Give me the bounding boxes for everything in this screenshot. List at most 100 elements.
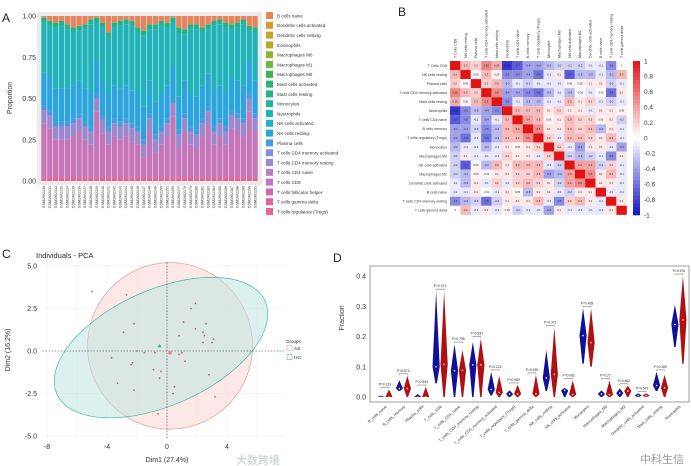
bar-segment xyxy=(58,121,65,127)
heatmap-cell xyxy=(595,106,606,116)
heatmap-cell xyxy=(450,70,461,80)
heatmap-cell xyxy=(470,178,482,188)
bar-segment xyxy=(176,32,182,97)
heatmap-cell xyxy=(460,142,471,152)
x-tick-label: GSM1902185 xyxy=(218,186,222,208)
x-tick-label: GSM1902151 xyxy=(165,186,169,208)
colorbar-step xyxy=(633,180,640,185)
cell-value: -0.1 xyxy=(505,181,510,185)
cell-value: -0.01 xyxy=(598,91,604,95)
bar-segment xyxy=(99,16,106,23)
bar-segment xyxy=(187,126,194,132)
heatmap-cell xyxy=(554,187,565,197)
bar-segment xyxy=(123,118,129,124)
legend-label: Plasma cells xyxy=(277,141,303,146)
heatmap-cell xyxy=(616,133,627,143)
heatmap-cell xyxy=(595,115,606,125)
heatmap-cell xyxy=(554,169,565,179)
bar-segment xyxy=(129,141,135,178)
heatmap-cell xyxy=(491,178,502,188)
heatmap-cell xyxy=(522,142,534,152)
bar-segment xyxy=(82,24,88,30)
heatmap-cell xyxy=(554,133,565,143)
bar-segment xyxy=(211,25,217,94)
cell-value: 0.52 xyxy=(453,91,459,95)
heatmap-cell xyxy=(533,169,544,179)
bar-segment xyxy=(240,123,246,137)
legend-swatch xyxy=(266,188,273,196)
cell-value: 0.1 xyxy=(485,208,489,212)
bar-segment xyxy=(211,126,217,132)
cell-value: -0.5 xyxy=(609,63,614,67)
bar-segment xyxy=(129,90,135,124)
cell-value: 0.1 xyxy=(557,72,561,76)
colorbar-tick-label: 0.4 xyxy=(644,105,653,112)
bar-segment xyxy=(105,177,112,181)
heatmap-cell xyxy=(470,151,482,161)
data-point xyxy=(154,351,156,354)
bar-segment xyxy=(205,124,211,178)
x-tick-label: GSM1902146 xyxy=(136,186,140,208)
bar-segment xyxy=(158,25,164,94)
colorbar-step xyxy=(633,107,640,112)
cell-value: -0.1 xyxy=(474,136,479,140)
violin xyxy=(395,380,403,391)
cell-value: 0.5 xyxy=(578,181,582,185)
bar-segment xyxy=(58,88,65,122)
cell-value: -0.1 xyxy=(588,208,593,212)
heatmap-cell xyxy=(470,88,482,98)
bar-segment xyxy=(135,144,141,178)
legend-key xyxy=(286,345,293,351)
heatmap-cell xyxy=(491,79,502,89)
bar-segment xyxy=(53,16,59,23)
cell-value: 0.1 xyxy=(599,109,603,113)
cell-value: -0.2 xyxy=(578,63,583,67)
bar-segment xyxy=(164,118,170,124)
cell-value: 0.1 xyxy=(609,127,613,131)
cell-value: -0.2 xyxy=(619,118,624,122)
colorbar-step xyxy=(633,84,640,89)
cell-value: 0.3 xyxy=(537,199,541,203)
heatmap-cell xyxy=(554,88,565,98)
x-tick-label: GSM1902182 xyxy=(200,186,204,208)
bar-segment xyxy=(176,177,182,181)
legend-label: NK cells activated xyxy=(277,121,314,126)
heatmap-cell xyxy=(595,151,606,161)
heatmap-cell xyxy=(491,169,502,179)
median-point xyxy=(472,364,474,366)
cell-value: 0.5 xyxy=(485,100,489,104)
bar-segment xyxy=(252,80,258,114)
heatmap-cell xyxy=(554,205,565,215)
bar-segment xyxy=(129,177,135,181)
bar-segment xyxy=(170,16,176,18)
violin xyxy=(532,374,540,397)
heatmap-cell xyxy=(491,115,502,125)
bar-segment xyxy=(88,177,94,181)
violin-plot: Fraction 0.00.10.20.30.4P=0.313B_cells_n… xyxy=(339,265,690,445)
bar-segment xyxy=(94,111,100,178)
cell-value: 0.3 xyxy=(578,136,582,140)
bar-segment xyxy=(64,24,71,30)
cell-value: 0.2 xyxy=(578,118,582,122)
heatmap-cell xyxy=(450,160,461,170)
heatmap-cell xyxy=(470,106,482,116)
violin xyxy=(487,371,495,396)
data-point xyxy=(157,413,159,415)
cell-value: -0.5 xyxy=(495,109,500,113)
bar-segment xyxy=(199,118,205,124)
bar-segment xyxy=(211,16,217,21)
heatmap-cell xyxy=(470,196,482,206)
heatmap-cell xyxy=(460,151,471,161)
x-tick-label: GSM1902177 xyxy=(177,186,181,208)
heatmap-cell xyxy=(491,70,502,80)
bar-segment xyxy=(234,16,241,23)
y-tick-label: 0.25 xyxy=(22,137,36,144)
median-point xyxy=(608,393,611,396)
cell-value: -0.1 xyxy=(619,100,624,104)
bar-segment xyxy=(217,85,223,119)
cell-value: 0.2 xyxy=(453,82,457,86)
cell-value: -0.3 xyxy=(495,136,500,140)
column-label: B cells memory xyxy=(526,33,530,58)
bar-segment xyxy=(246,25,252,31)
y-tick-label: -2.5 xyxy=(25,391,37,398)
